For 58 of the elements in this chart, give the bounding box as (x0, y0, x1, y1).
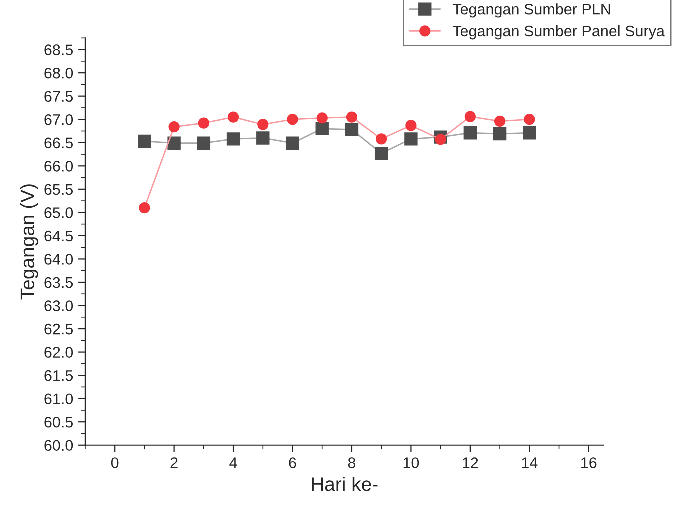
y-tick-label: 68.0 (44, 68, 74, 79)
x-tick-label: 14 (522, 458, 538, 468)
x-tick-label: 8 (348, 458, 356, 468)
point (316, 112, 328, 124)
point (494, 116, 506, 128)
y-tick-label: 63.5 (44, 277, 74, 288)
point (256, 132, 270, 145)
point (464, 126, 478, 140)
y-tick-label: 60.5 (44, 416, 74, 428)
point (258, 119, 269, 130)
point (404, 132, 418, 146)
point (464, 111, 476, 122)
y-tick-label: 66.5 (44, 138, 74, 149)
y-tick-label: 67.5 (44, 91, 74, 102)
point (524, 114, 536, 126)
x-tick-label: 16 (582, 458, 597, 468)
y-tick-label: 64.5 (44, 230, 74, 242)
point (168, 122, 180, 133)
point (228, 112, 240, 123)
y-tick-label: 66.0 (44, 161, 74, 172)
x-tick-label: 0 (111, 458, 119, 468)
point (345, 123, 359, 136)
point (493, 127, 507, 141)
point (374, 146, 388, 160)
y-tick-label: 62.0 (44, 347, 74, 358)
point (376, 134, 388, 145)
y-tick-label: 67.0 (44, 114, 74, 126)
point (197, 136, 211, 150)
y-tick-label: 62.5 (44, 324, 74, 335)
point (286, 136, 300, 150)
x-tick-label: 2 (170, 458, 178, 468)
x-axis-title: Hari ke- (312, 476, 378, 492)
y-tick-label: 64.0 (44, 254, 74, 265)
y-axis-title: Tegangan (V) (20, 184, 38, 300)
y-tick-label: 65.0 (44, 208, 74, 218)
point (138, 134, 152, 148)
legend-label: Tegangan Sumber PLN (452, 4, 610, 18)
x-tick-label: 4 (230, 458, 238, 468)
point (523, 126, 536, 140)
y-tick-label: 63.0 (44, 300, 74, 312)
x-tick-label: 12 (463, 458, 478, 468)
point (346, 112, 358, 123)
y-tick-label: 61.0 (44, 394, 74, 405)
x-tick-label: 6 (289, 458, 296, 468)
point (316, 122, 329, 136)
point (406, 120, 417, 132)
point (435, 134, 446, 146)
x-tick-label: 10 (404, 458, 420, 468)
legend-label: Tegangan Sumber Panel Surya (452, 25, 665, 40)
y-tick-label: 68.5 (44, 44, 74, 56)
y-tick-label: 61.5 (44, 370, 74, 382)
point (168, 136, 181, 150)
y-tick-label: 60.0 (44, 440, 74, 452)
point (287, 114, 298, 126)
point (226, 132, 240, 146)
point (198, 118, 210, 129)
point (139, 202, 150, 214)
y-tick-label: 65.5 (44, 184, 74, 196)
